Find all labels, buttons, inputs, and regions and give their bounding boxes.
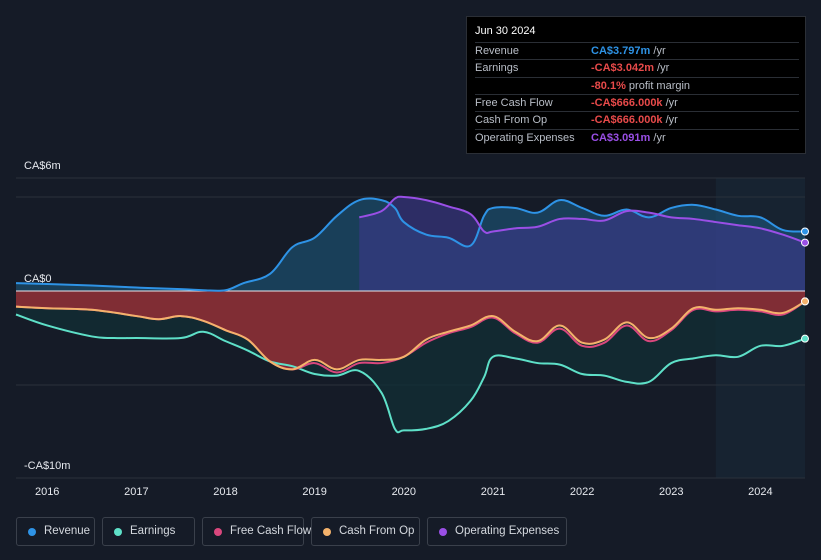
tooltip-row-label: Revenue (475, 45, 520, 57)
tooltip-row-value: CA$3.797m /yr (591, 45, 666, 57)
tooltip-row-value: -80.1% profit margin (591, 79, 691, 92)
legend-label: Revenue (44, 525, 91, 537)
legend-item-cash-from-op[interactable]: Cash From Op (311, 517, 420, 546)
legend-dot-icon (28, 528, 36, 536)
tooltip-row: Free Cash Flow -CA$666.000k /yr (475, 93, 799, 111)
tooltip-row-value: -CA$666.000k /yr (591, 96, 678, 109)
legend-dot-icon (439, 528, 447, 536)
x-tick-label: 2017 (124, 486, 148, 498)
legend-item-earnings[interactable]: Earnings (102, 517, 195, 546)
operating-expenses-area (359, 196, 805, 291)
revenue-line (15, 197, 806, 292)
series-lines (15, 195, 806, 434)
tooltip-row: Operating Expenses CA$3.091m /yr (475, 128, 799, 146)
tooltip: Jun 30 2024 Revenue CA$3.797m /yr Earnings… (466, 16, 806, 154)
y-label-zero: CA$0 (24, 273, 52, 285)
revenue-end-dot (801, 227, 809, 236)
cash-from-op-area (16, 291, 805, 370)
series-areas (16, 196, 805, 433)
legend-item-revenue[interactable]: Revenue (16, 517, 95, 546)
earnings-end-dot (801, 334, 809, 343)
tooltip-row-value: -CA$666.000k /yr (591, 114, 678, 127)
tooltip-row-value: CA$3.091m /yr (591, 131, 666, 144)
x-tick-label: 2023 (659, 486, 683, 498)
x-tick-label: 2024 (748, 486, 772, 498)
operating-expenses-end-dot (801, 238, 809, 247)
tooltip-row-label: Earnings (475, 62, 519, 75)
legend-dot-icon (323, 528, 331, 536)
y-label-bottom: -CA$10m (24, 460, 71, 472)
legend-label: Cash From Op (339, 525, 415, 537)
tooltip-row-label: Free Cash Flow (475, 96, 553, 109)
tooltip-row-value: -CA$3.042m /yr (591, 62, 670, 75)
tooltip-row: Revenue CA$3.797m /yr (475, 42, 799, 59)
legend-dot-icon (114, 528, 122, 536)
tooltip-row: Cash From Op -CA$666.000k /yr (475, 111, 799, 128)
legend-item-operating-expenses[interactable]: Operating Expenses (427, 517, 567, 546)
tooltip-date: Jun 30 2024 (475, 25, 536, 37)
cash-from-op-line (15, 300, 806, 371)
x-tick-label: 2021 (481, 486, 505, 498)
tooltip-row-label: Operating Expenses (475, 131, 575, 144)
operating-expenses-line (358, 195, 806, 244)
legend-label: Earnings (130, 525, 176, 537)
legend-label: Free Cash Flow (230, 525, 312, 537)
x-tick-label: 2016 (35, 486, 59, 498)
x-tick-label: 2022 (570, 486, 594, 498)
cash-from-op-end-dot (801, 297, 809, 306)
legend-label: Operating Expenses (455, 525, 560, 537)
tooltip-row-label: Cash From Op (475, 114, 548, 127)
tooltip-row: -80.1% profit margin (475, 76, 799, 94)
legend-item-free-cash-flow[interactable]: Free Cash Flow (202, 517, 311, 546)
y-label-top: CA$6m (24, 160, 61, 172)
x-tick-label: 2018 (213, 486, 237, 498)
tooltip-row: Earnings -CA$3.042m /yr (475, 59, 799, 76)
x-tick-label: 2019 (302, 486, 326, 498)
earnings-line (15, 313, 806, 434)
x-axis-ticks: 2016 2017 2018 2019 2020 2021 2022 2023 2024 (35, 486, 773, 498)
legend-dot-icon (214, 528, 222, 536)
x-tick-label: 2020 (392, 486, 416, 498)
series-end-dots (801, 227, 809, 343)
